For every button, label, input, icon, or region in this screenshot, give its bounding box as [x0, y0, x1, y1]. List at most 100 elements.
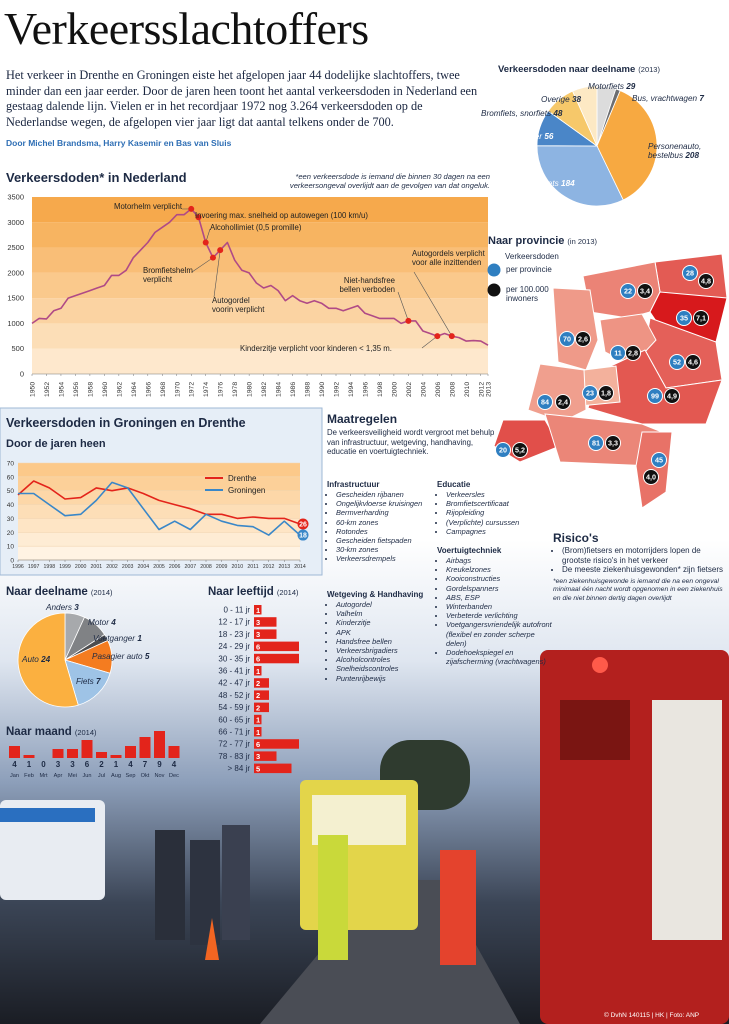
- title-period: (2014): [276, 588, 299, 597]
- data-label: 6: [256, 740, 260, 749]
- x-tick-label: 2003: [122, 564, 134, 570]
- annotation: Autogordel voorin verplicht: [212, 296, 265, 314]
- plot-band: [32, 197, 488, 223]
- x-tick-label: 2007: [185, 564, 197, 570]
- section-title: Maatregelen: [327, 412, 398, 426]
- x-tick-label: 1968: [160, 382, 167, 397]
- data-label: 4: [128, 760, 133, 769]
- data-line: [17, 480, 301, 525]
- group-list: Gescheiden rijbanenOngelijkvloerse kruis…: [327, 490, 435, 564]
- list-item: Puntenrijbewijs: [336, 674, 435, 683]
- chart-title: Naar deelname (2014): [6, 586, 113, 598]
- bar: [110, 755, 122, 758]
- marker: [537, 394, 553, 410]
- bar: [67, 749, 78, 758]
- x-tick-label: 2010: [232, 564, 244, 570]
- traffic-cone: [205, 918, 219, 960]
- data-label: 0: [41, 760, 46, 769]
- annotation-marker: [448, 333, 455, 340]
- y-tick-label: 78 - 83 jr: [218, 752, 250, 761]
- bar: [254, 702, 269, 713]
- pie-label-value: 7: [96, 677, 101, 686]
- x-tick-label: 2013: [486, 382, 493, 397]
- y-tick-label: 0: [20, 370, 24, 379]
- list-item: Voetgangersvriendelijk autofront (flexib…: [446, 620, 555, 648]
- pie-label-name: Fiets: [541, 179, 559, 188]
- data-label: 3: [70, 760, 75, 769]
- pie-label-value: 208: [685, 151, 700, 161]
- pie-slice: [536, 145, 624, 207]
- y-tick-label: 2000: [7, 268, 24, 277]
- x-tick-label: 2002: [406, 382, 413, 397]
- ambulance-left: [0, 800, 105, 900]
- bar: [139, 737, 151, 758]
- legend-label: Groningen: [228, 486, 265, 495]
- pie-slice: [572, 85, 598, 147]
- y-tick-label: 42 - 47 jr: [218, 679, 250, 688]
- marker: [676, 310, 692, 326]
- marker: [685, 354, 701, 370]
- siren: [592, 657, 608, 673]
- list-item: Verkeersles: [446, 490, 545, 499]
- data-label: 81: [592, 439, 600, 448]
- section-title: Risico's: [553, 531, 599, 545]
- list-item: 60-km zones: [336, 518, 435, 527]
- title-text: Verkeersdoden in Groningen en Drenthe: [6, 416, 246, 430]
- annotation-marker: [209, 254, 216, 261]
- pie-slice: [64, 659, 111, 706]
- marker: [625, 345, 641, 361]
- y-tick-label: 72 - 77 jr: [218, 740, 250, 749]
- data-label: 2,8: [628, 349, 638, 358]
- province: [587, 349, 723, 425]
- data-label: 3: [256, 752, 260, 761]
- x-tick-label: 2012: [478, 382, 485, 397]
- marker: [669, 354, 685, 370]
- list-item: Valhelm: [336, 609, 435, 618]
- y-tick-label: 3000: [7, 218, 24, 227]
- data-label: 6: [85, 760, 90, 769]
- annotation-marker: [217, 247, 224, 254]
- data-label: 4: [172, 760, 177, 769]
- pie-label-name: Fiets: [76, 677, 94, 686]
- x-tick-label: 2014: [294, 564, 306, 570]
- x-tick-label: Aug: [111, 773, 121, 779]
- bar: [254, 605, 262, 615]
- title-text: Naar deelname: [6, 586, 88, 598]
- pie-label: Overige 38: [541, 95, 601, 104]
- list-item: Verkeersbrigadiers: [336, 646, 435, 655]
- bar: [254, 763, 292, 774]
- pie-label: Motor 4: [88, 618, 148, 627]
- x-tick-label: 1954: [58, 382, 65, 397]
- list-item: Handsfree bellen: [336, 637, 435, 646]
- measure-group: Wetgeving & HandhavingAutogordelValhelmK…: [327, 590, 435, 683]
- x-tick-label: 1986: [290, 382, 297, 397]
- person: [318, 835, 348, 960]
- list-item: Gescheiden fietspaden: [336, 536, 435, 545]
- marker: [559, 331, 575, 347]
- title-period: (2014): [90, 588, 113, 597]
- y-tick-label: 60 - 65 jr: [218, 715, 250, 724]
- pie-label: Bromfiets, snorfiets 48: [481, 109, 577, 118]
- x-tick-label: 1999: [59, 564, 71, 570]
- annotation: Niet-handsfree bellen verboden: [339, 276, 396, 294]
- x-tick-label: 1998: [377, 382, 384, 397]
- bar: [81, 740, 93, 758]
- data-label: 3,4: [640, 287, 650, 296]
- data-label: 26: [299, 521, 307, 528]
- pie-label-name: Auto: [22, 655, 39, 664]
- data-label: 1: [256, 606, 260, 615]
- person: [440, 850, 476, 965]
- x-tick-label: 1982: [261, 382, 268, 397]
- x-tick-label: 1997: [28, 564, 40, 570]
- title-period: (2013): [638, 65, 660, 74]
- data-line: [31, 208, 489, 346]
- annotation-marker: [434, 333, 441, 340]
- x-tick-label: 1952: [44, 382, 51, 397]
- list-item: Bermverharding: [336, 508, 435, 517]
- x-tick-label: Jun: [82, 773, 91, 779]
- pie-label-value: 29: [626, 82, 636, 91]
- section-intro: De verkeersveiligheid wordt vergroot met…: [327, 428, 495, 457]
- byline: Door Michel Brandsma, Harry Kasemir en B…: [6, 138, 232, 148]
- data-label: 23: [586, 389, 594, 398]
